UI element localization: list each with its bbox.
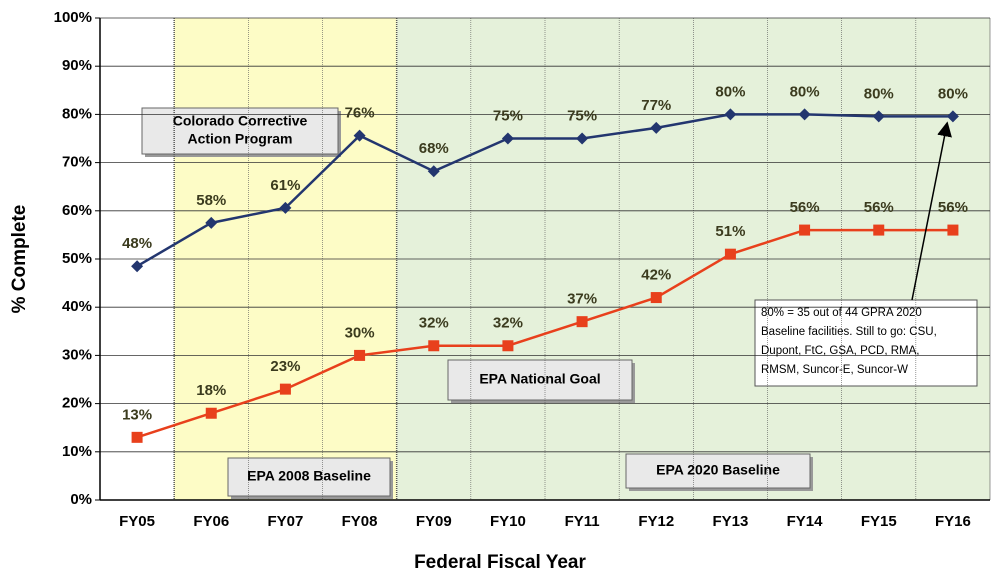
diamond-marker <box>724 108 737 121</box>
square-marker <box>873 224 885 236</box>
square-marker <box>947 224 959 236</box>
square-marker <box>428 340 440 352</box>
x-tick-label: FY10 <box>490 513 526 530</box>
y-tick-label: 100% <box>54 9 92 26</box>
x-tick-label: FY08 <box>342 513 378 530</box>
note-text: 80% = 35 out of 44 GPRA 2020 <box>761 307 922 319</box>
data-label: 75% <box>567 107 597 124</box>
data-label: 76% <box>345 105 375 122</box>
diamond-marker <box>576 132 589 145</box>
baseline-2008-label-box <box>227 457 391 497</box>
series-line <box>136 113 953 268</box>
baseline-2008-label: EPA 2008 Baseline <box>247 468 371 484</box>
data-label: 77% <box>641 97 671 114</box>
square-marker <box>205 407 217 419</box>
marks <box>131 108 959 443</box>
diamond-marker <box>205 216 218 229</box>
series-line <box>136 228 953 439</box>
x-tick-label: FY15 <box>861 513 897 530</box>
x-tick-label: FY11 <box>565 513 600 530</box>
square-marker <box>650 292 662 304</box>
diamond-marker <box>650 121 663 134</box>
diamond-marker <box>279 201 292 214</box>
y-tick-label: 70% <box>62 154 92 171</box>
square-marker <box>576 316 588 328</box>
y-tick-label: 40% <box>62 298 92 315</box>
diamond-marker <box>946 110 959 123</box>
data-label: 75% <box>493 107 523 124</box>
x-axis-title: Federal Fiscal Year <box>414 552 586 571</box>
data-label: 51% <box>715 223 745 240</box>
note-text: Baseline facilities. Still to go: CSU, <box>761 326 937 338</box>
diamond-marker <box>872 110 885 123</box>
x-tick-label: FY16 <box>935 513 971 530</box>
square-marker <box>354 349 366 361</box>
program-label: Action Program <box>187 131 292 147</box>
data-label: 23% <box>270 358 300 375</box>
y-tick-label: 60% <box>62 202 92 219</box>
y-tick-label: 50% <box>62 250 92 267</box>
y-tick-label: 20% <box>62 395 92 412</box>
program-label: Colorado Corrective <box>173 113 308 129</box>
y-axis-title: % Complete <box>9 205 30 314</box>
labels: 0% 10% 20% 30% 40% 50% 60% 70% 80% 90% 100% FY05 FY0… <box>54 9 971 530</box>
data-label: 56% <box>864 199 894 216</box>
data-label: 30% <box>345 324 375 341</box>
data-label: 48% <box>122 235 152 252</box>
y-tick-label: 10% <box>62 443 92 460</box>
data-label: 80% <box>790 83 820 100</box>
goal-label: EPA National Goal <box>479 371 600 387</box>
data-label: 61% <box>270 177 300 194</box>
diamond-marker <box>501 132 514 145</box>
data-label: 32% <box>493 315 523 332</box>
data-label: 80% <box>715 83 745 100</box>
square-marker <box>799 224 811 236</box>
goal-label-box <box>447 359 633 401</box>
data-label: 32% <box>419 315 449 332</box>
data-label: 56% <box>938 199 968 216</box>
square-marker <box>279 383 291 395</box>
y-tick-label: 0% <box>70 491 92 508</box>
note-text: Dupont, FtC, GSA, PCD, RMA, <box>761 345 919 357</box>
data-label: 80% <box>864 85 894 102</box>
x-tick-label: FY09 <box>416 513 452 530</box>
x-tick-label: FY05 <box>119 513 155 530</box>
diamond-marker <box>798 108 811 121</box>
x-tick-label: FY12 <box>638 513 674 530</box>
note-box <box>754 299 978 387</box>
data-label: 56% <box>790 199 820 216</box>
diamond-marker <box>353 129 366 142</box>
grid <box>95 17 991 501</box>
y-tick-label: 30% <box>62 346 92 363</box>
x-tick-label: FY14 <box>787 513 824 530</box>
data-label: 58% <box>196 192 226 209</box>
square-marker <box>724 248 736 260</box>
diamond-marker <box>427 165 440 178</box>
data-label: 80% <box>938 85 968 102</box>
data-label: 37% <box>567 291 597 308</box>
diamond-marker <box>131 260 144 273</box>
x-tick-label: FY13 <box>712 513 748 530</box>
square-marker <box>502 340 514 352</box>
data-label: 42% <box>641 267 671 284</box>
y-tick-label: 80% <box>62 105 92 122</box>
note-arrow <box>911 121 952 301</box>
baseline-2020-label: EPA 2020 Baseline <box>656 462 780 478</box>
baseline-2020-label-box <box>625 453 811 489</box>
data-label: 68% <box>419 140 449 157</box>
square-marker <box>131 431 143 443</box>
x-tick-label: FY06 <box>193 513 229 530</box>
y-tick-label: 90% <box>62 57 92 74</box>
note-text: RMSM, Suncor-E, Suncor-W <box>761 364 908 376</box>
x-tick-label: FY07 <box>267 513 303 530</box>
data-label: 18% <box>196 382 226 399</box>
data-label: 13% <box>122 406 152 423</box>
